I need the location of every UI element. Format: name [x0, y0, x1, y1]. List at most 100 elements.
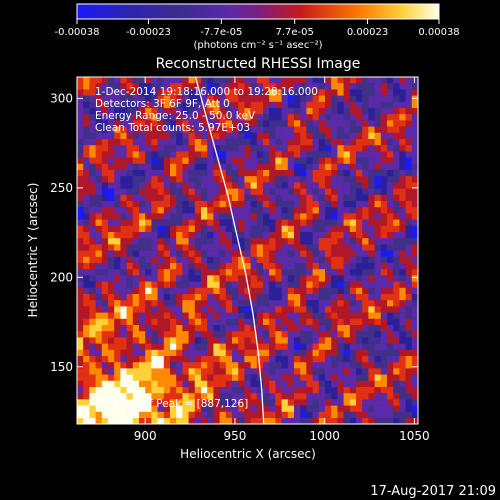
heatmap-cell — [207, 225, 214, 233]
heatmap-cell — [163, 343, 171, 351]
heatmap-cell — [306, 95, 313, 103]
heatmap-cell — [182, 207, 189, 214]
heatmap-cell — [269, 349, 276, 357]
heatmap-cell — [399, 374, 406, 382]
heatmap-cell — [219, 244, 227, 251]
heatmap-cell — [176, 232, 183, 239]
heatmap-cell — [337, 356, 344, 363]
heatmap-cell — [126, 362, 134, 369]
heatmap-cell — [207, 275, 214, 282]
heatmap-cell — [244, 108, 251, 115]
heatmap-cell — [411, 201, 418, 208]
heatmap-cell — [306, 269, 313, 276]
heatmap-cell — [194, 108, 202, 115]
heatmap-cell — [77, 300, 84, 307]
heatmap-cell — [325, 176, 332, 183]
heatmap-cell — [101, 300, 109, 307]
heatmap-cell — [176, 213, 183, 220]
heatmap-cell — [318, 225, 326, 233]
heatmap-cell — [318, 126, 326, 134]
heatmap-cell — [151, 325, 158, 332]
heatmap-cell — [356, 287, 363, 295]
heatmap-cell — [306, 362, 313, 369]
heatmap-cell — [77, 108, 84, 115]
heatmap-cell — [182, 275, 189, 282]
heatmap-cell — [411, 343, 418, 351]
heatmap-cell — [306, 387, 313, 394]
heatmap-cell — [405, 356, 413, 363]
heatmap-cell — [182, 393, 189, 400]
heatmap-cell — [256, 145, 264, 152]
heatmap-cell — [151, 232, 158, 239]
heatmap-cell — [188, 275, 196, 282]
heatmap-cell — [225, 83, 233, 90]
colorbar-tick-label: 7.7e-05 — [275, 27, 313, 38]
heatmap-cell — [356, 114, 363, 121]
heatmap-cell — [157, 399, 165, 406]
heatmap-cell — [176, 399, 183, 406]
heatmap-cell — [269, 287, 276, 295]
heatmap-cell — [219, 232, 227, 239]
heatmap-cell — [225, 176, 233, 183]
heatmap-cell — [213, 331, 220, 338]
heatmap-cell — [306, 83, 313, 90]
heatmap-cell — [393, 356, 400, 363]
heatmap-cell — [275, 219, 282, 227]
heatmap-cell — [281, 349, 289, 357]
heatmap-cell — [219, 256, 227, 264]
heatmap-cell — [380, 368, 388, 375]
heatmap-cell — [139, 281, 146, 289]
heatmap-cell — [281, 176, 289, 183]
heatmap-cell — [393, 325, 400, 332]
heatmap-cell — [312, 368, 320, 375]
heatmap-cell — [263, 306, 270, 313]
heatmap-cell — [399, 356, 406, 363]
heatmap-cell — [287, 374, 295, 382]
heatmap-cell — [170, 163, 177, 171]
heatmap-cell — [176, 114, 183, 121]
heatmap-cell — [281, 151, 289, 158]
heatmap-cell — [331, 368, 338, 375]
heatmap-cell — [275, 126, 282, 134]
heatmap-cell — [120, 151, 127, 158]
heatmap-cell — [263, 418, 270, 424]
heatmap-cell — [318, 405, 326, 413]
heatmap-cell — [368, 374, 375, 382]
heatmap-cell — [281, 244, 289, 251]
heatmap-cell — [374, 126, 382, 134]
heatmap-cell — [77, 256, 84, 264]
heatmap-cell — [244, 393, 251, 400]
heatmap-cell — [300, 263, 307, 270]
heatmap-cell — [374, 182, 382, 189]
heatmap-cell — [219, 108, 227, 115]
heatmap-cell — [312, 349, 320, 357]
heatmap-cell — [256, 349, 264, 357]
heatmap-cell — [238, 83, 245, 90]
heatmap-cell — [387, 244, 394, 251]
heatmap-cell — [325, 380, 332, 388]
heatmap-cell — [325, 343, 332, 351]
heatmap-cell — [95, 306, 103, 313]
heatmap-cell — [95, 145, 103, 152]
heatmap-cell — [306, 126, 313, 134]
heatmap-cell — [256, 287, 264, 295]
heatmap-cell — [163, 188, 171, 196]
heatmap-cell — [269, 275, 276, 282]
heatmap-cell — [126, 219, 134, 227]
heatmap-cell — [194, 380, 202, 388]
heatmap-cell — [374, 281, 382, 289]
heatmap-cell — [213, 126, 220, 134]
heatmap-cell — [312, 157, 320, 165]
heatmap-cell — [281, 281, 289, 289]
heatmap-cell — [349, 275, 357, 282]
heatmap-cell — [201, 356, 208, 363]
heatmap-cell — [306, 120, 313, 127]
heatmap-cell — [399, 318, 406, 326]
heatmap-cell — [95, 101, 103, 109]
heatmap-cell — [337, 318, 344, 326]
heatmap-cell — [89, 399, 96, 406]
heatmap-cell — [170, 312, 177, 320]
heatmap-cell — [182, 281, 189, 289]
heatmap-cell — [176, 207, 183, 214]
heatmap-cell — [362, 95, 369, 103]
